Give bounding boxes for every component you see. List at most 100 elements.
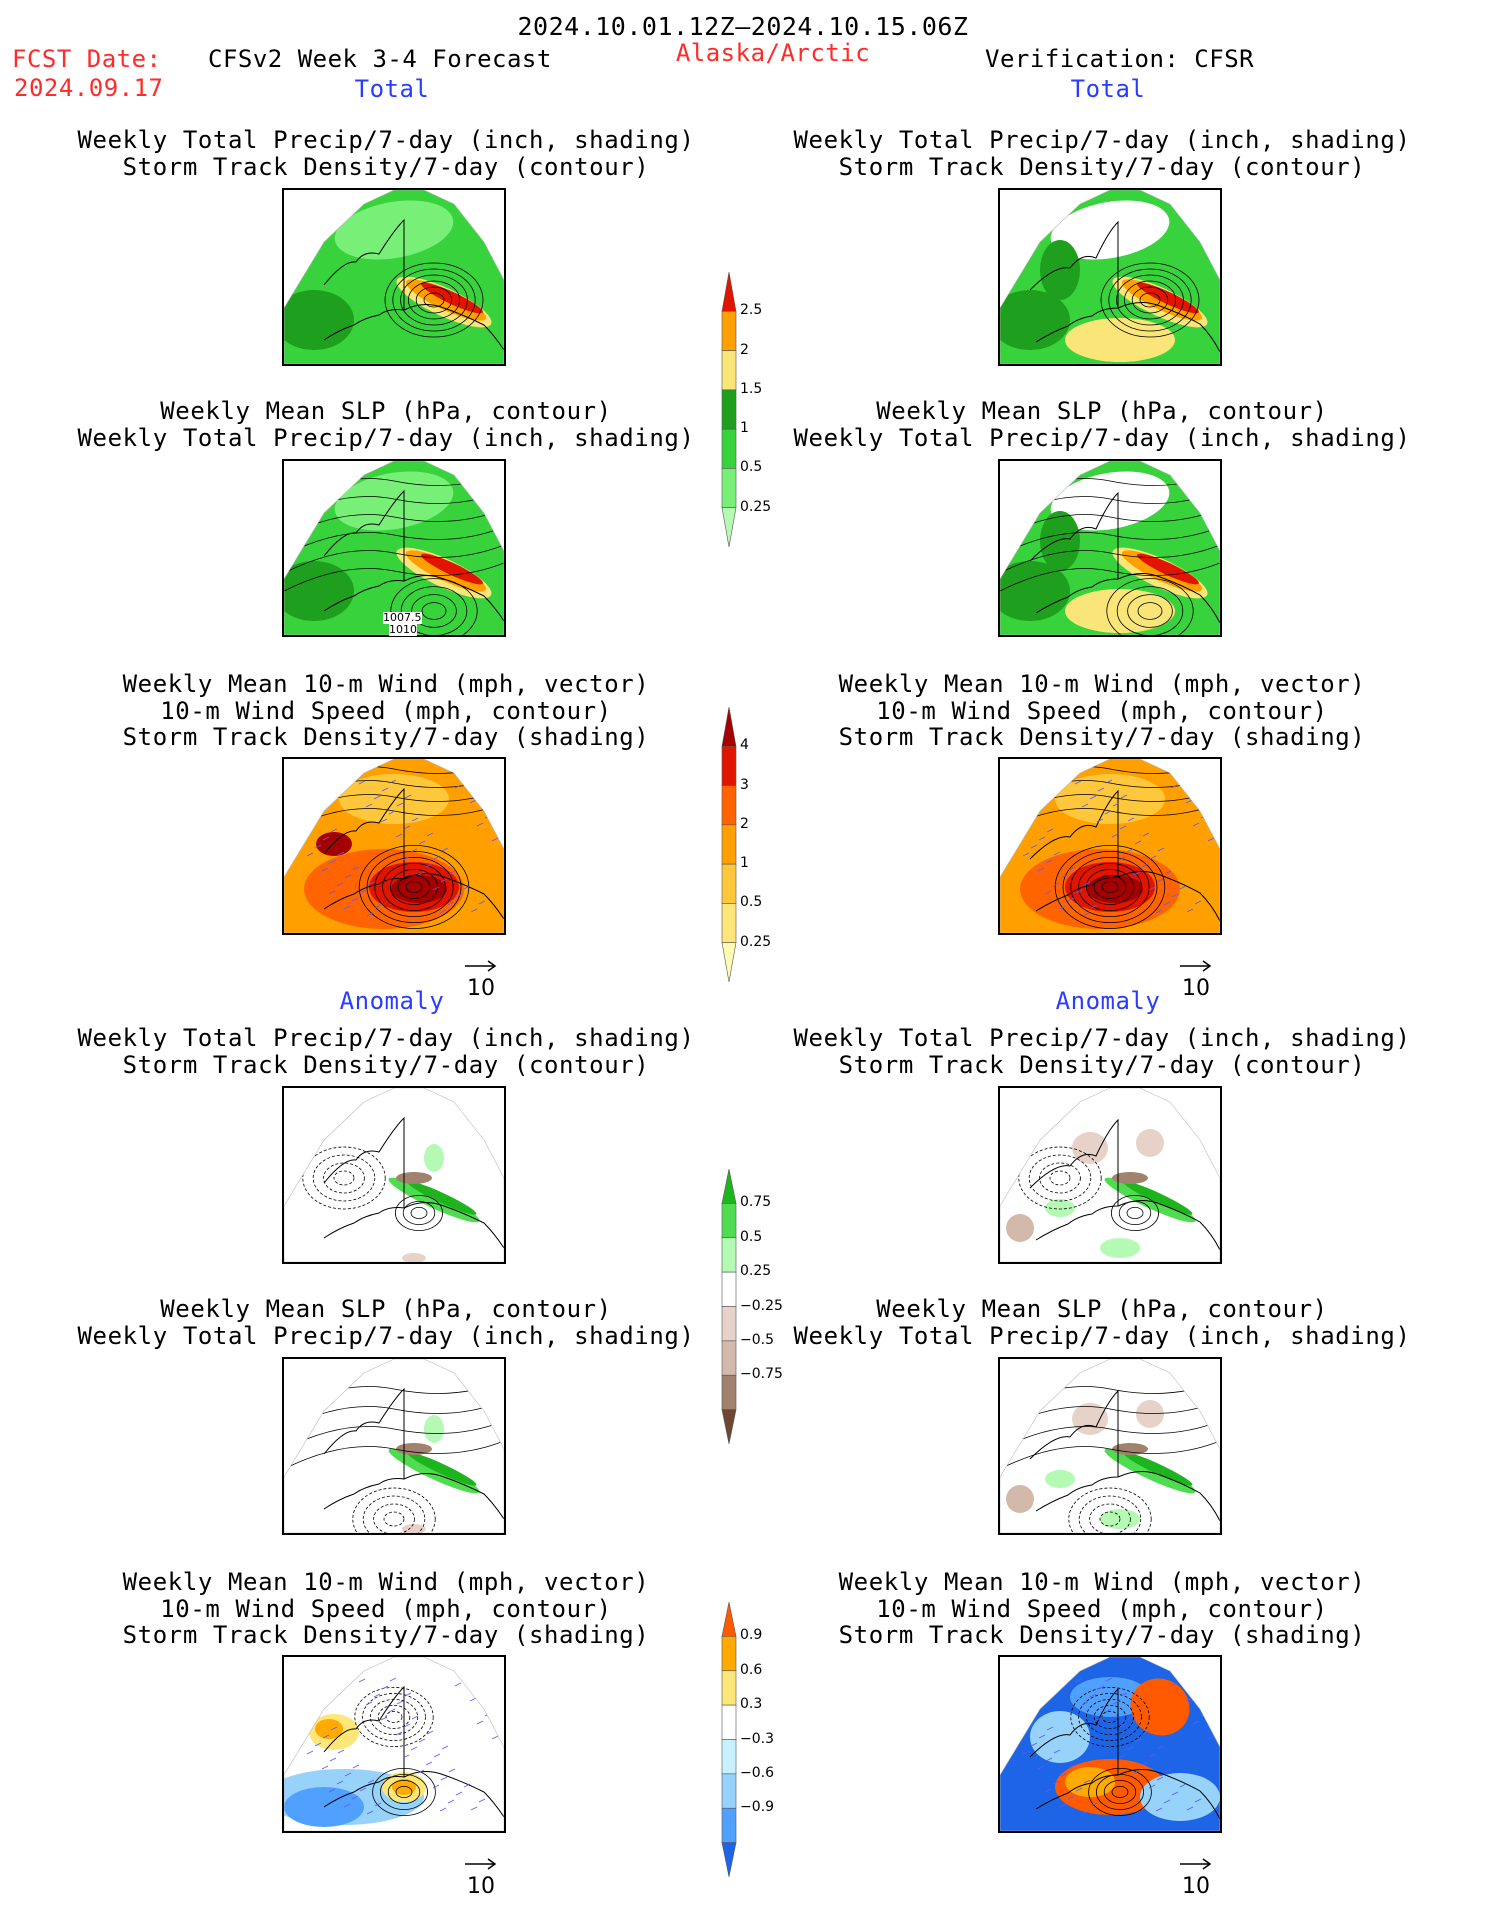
vector-reference: 10 [463,1851,499,1899]
colorbar-segment [721,1237,737,1273]
map-anom-slp-obs [998,1357,1222,1535]
map-svg [284,1657,504,1831]
map-total-wind-fcst [282,757,506,935]
colorbar-label: 1.5 [740,380,763,397]
colorbar-segment [721,428,737,469]
colorbar-label: 0.5 [740,459,763,476]
colorbar-anom-precip: −0.75 −0.5 −0.25 0.25 0.5 0.75 [718,1165,798,1450]
colorbar-total-precip: 0.25 0.5 1 1.5 2 2.5 [718,268,798,553]
panel-title: Weekly Total Precip/7-day (inch, shading… [793,1024,1411,1079]
panel-title: Weekly Mean 10-m Wind (mph, vector) 10-m … [838,1568,1366,1649]
verification-label: Verification: CFSR [985,45,1255,73]
colorbar-label: −0.75 [740,1366,783,1383]
total-label-right: Total [1070,75,1146,103]
map-svg [284,759,504,933]
colorbar-segment [721,1168,737,1204]
vector-reference: 10 [463,953,499,1001]
colorbar-segment [721,1203,737,1239]
arrow-right-icon [1180,960,1212,972]
arrow-right-icon [465,1858,497,1870]
colorbar-label: 0.3 [740,1696,763,1713]
panel-title: Weekly Total Precip/7-day (inch, shading… [77,126,695,181]
map-svg [1000,461,1220,635]
map-svg [1000,759,1220,933]
date-range: 2024.10.01.12Z–2024.10.15.06Z [517,12,969,41]
panel-title: Weekly Mean SLP (hPa, contour) Weekly Tot… [793,1295,1411,1350]
map-svg [1000,1359,1220,1533]
colorbar-svg [721,271,737,548]
colorbar-segment [721,468,737,509]
colorbar-label: 0.9 [740,1627,763,1644]
colorbar-segment [721,1636,737,1672]
colorbar-label: −0.3 [740,1730,774,1747]
map-anom-wind-obs [998,1655,1222,1833]
colorbar-segment [721,271,737,312]
panel-title: Weekly Mean 10-m Wind (mph, vector) 10-m … [122,670,650,751]
colorbar-segment [721,1704,737,1740]
colorbar-svg [721,1168,737,1445]
colorbar-label: 0.5 [740,894,763,911]
colorbar-segment [721,1773,737,1809]
map-svg [1000,190,1220,364]
colorbar-label: −0.9 [740,1799,774,1816]
colorbar-segment [721,1340,737,1376]
map-svg [1000,1088,1220,1262]
colorbar-total-storm: 0.25 0.5 1 2 3 4 [718,703,798,988]
colorbar-segment [721,389,737,430]
fcst-date: 2024.09.17 [14,74,164,102]
map-total-slp-fcst [282,459,506,637]
colorbar-segment [721,1842,737,1878]
region-label: Alaska/Arctic [675,39,871,67]
panel-title: Weekly Total Precip/7-day (inch, shading… [793,126,1411,181]
map-anom-wind-fcst [282,1655,506,1833]
colorbar-segment [721,1306,737,1342]
colorbar-anom-storm: −0.9 −0.6 −0.3 0.3 0.6 0.9 [718,1598,798,1883]
colorbar-segment [721,1670,737,1706]
colorbar-label: 4 [740,737,749,754]
panel-title: Weekly Mean SLP (hPa, contour) Weekly Tot… [793,397,1411,452]
colorbar-label: 0.5 [740,1228,763,1245]
colorbar-label: −0.6 [740,1764,774,1781]
colorbar-label: 2 [740,815,749,832]
map-total-precip-fcst [282,188,506,366]
colorbar-segment [721,824,737,865]
colorbar-label: −0.25 [740,1297,783,1314]
panel-title: Weekly Mean SLP (hPa, contour) Weekly Tot… [77,397,695,452]
colorbar-segment [721,1739,737,1775]
colorbar-segment [721,1409,737,1445]
colorbar-label: 2.5 [740,302,763,319]
colorbar-label: 0.75 [740,1194,772,1211]
colorbar-label: 0.25 [740,1263,772,1280]
colorbar-segment [721,785,737,826]
anomaly-label-left: Anomaly [339,987,445,1015]
colorbar-label: 1 [740,855,749,872]
colorbar-segment [721,706,737,747]
arrow-right-icon [465,960,497,972]
colorbar-label: 3 [740,776,749,793]
colorbar-segment [721,1601,737,1637]
map-total-wind-obs [998,757,1222,935]
vector-reference: 10 [1178,953,1214,1001]
colorbar-label: 2 [740,341,749,358]
fcst-label: FCST Date: [12,45,162,73]
slp-contour-label: 1010 [389,623,417,636]
colorbar-label: 1 [740,420,749,437]
panel-title: Weekly Mean 10-m Wind (mph, vector) 10-m … [838,670,1366,751]
map-total-slp-obs [998,459,1222,637]
slp-contour-label: 1007.5 [383,611,422,624]
colorbar-segment [721,1271,737,1307]
map-anom-precip-obs [998,1086,1222,1264]
map-anom-precip-fcst [282,1086,506,1264]
colorbar-segment [721,903,737,944]
arrow-right-icon [1180,1858,1212,1870]
total-label-left: Total [354,75,430,103]
panel-title: Weekly Mean SLP (hPa, contour) Weekly Tot… [77,1295,695,1350]
panel-title: Weekly Total Precip/7-day (inch, shading… [77,1024,695,1079]
colorbar-segment [721,863,737,904]
forecast-title: CFSv2 Week 3-4 Forecast [208,45,552,73]
map-svg [284,461,504,635]
colorbar-segment [721,350,737,391]
map-svg [284,1088,504,1262]
colorbar-segment [721,745,737,786]
colorbar-segment [721,507,737,548]
